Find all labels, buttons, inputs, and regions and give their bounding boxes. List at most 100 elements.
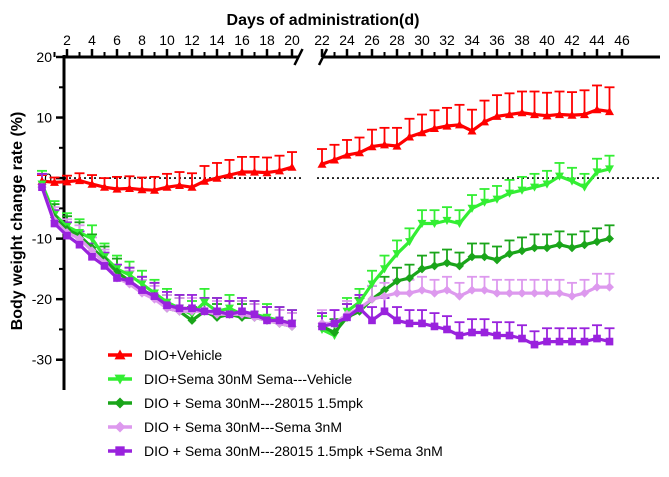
series-5-point <box>530 340 539 349</box>
error-bars-layer <box>37 84 615 345</box>
series-4-point <box>430 288 439 298</box>
series-1-point <box>137 185 147 194</box>
series-1-point <box>555 110 564 119</box>
legend-label: DIO+Sema 30nM Sema---Vehicle <box>144 371 352 387</box>
series-1-point <box>262 168 272 177</box>
series-1-point <box>567 110 577 119</box>
series-5-point <box>100 262 109 270</box>
x-tick-label: 12 <box>184 32 200 48</box>
series-line-3 <box>321 237 610 335</box>
series-1-point <box>517 108 527 117</box>
x-tick-label: 46 <box>614 32 630 48</box>
series-1-point <box>187 182 197 191</box>
series-1-point <box>75 176 84 185</box>
series-1-point <box>417 128 427 137</box>
series-3-point <box>430 261 439 271</box>
series-3-point <box>492 255 502 265</box>
x-axis-title: Days of administration(d) <box>227 12 420 29</box>
legend-label: DIO + Sema 30nM---28015 1.5mpk +Sema 3nM <box>144 443 443 459</box>
series-1-point <box>605 106 614 116</box>
series-5-point <box>38 183 46 191</box>
series-1-point <box>200 176 209 185</box>
series-4-point <box>455 291 464 301</box>
legend-marker <box>114 349 126 360</box>
series-5-point <box>275 316 284 325</box>
x-tick-label: 30 <box>414 32 430 48</box>
series-1-point <box>162 182 172 191</box>
series-4-point <box>530 288 539 298</box>
series-3-point <box>392 276 402 286</box>
series-2-point <box>430 219 439 228</box>
x-tick-label: 44 <box>589 32 605 48</box>
series-3-point <box>517 246 527 256</box>
legend: DIO+Vehicle DIO+Sema 30nM Sema---Vehicle D… <box>108 347 443 459</box>
series-1-point <box>442 121 452 130</box>
series-5-point <box>518 334 526 343</box>
series-1-point <box>492 111 502 120</box>
series-5-point <box>568 337 576 346</box>
x-tick-label: 8 <box>138 32 146 48</box>
y-tick-label: -10 <box>32 231 52 247</box>
series-1-point <box>287 162 297 171</box>
series-3-point <box>417 264 427 274</box>
series-4-point <box>392 288 402 298</box>
series-5-point <box>443 325 451 334</box>
series-2-point <box>467 204 477 213</box>
series-5-point <box>368 316 376 325</box>
x-tick-label: 4 <box>88 32 96 48</box>
series-2-point <box>580 183 589 192</box>
series-3-point <box>187 315 197 325</box>
series-4-point <box>505 288 514 298</box>
series-2-point <box>530 183 539 192</box>
series-1-point <box>250 167 259 176</box>
series-1-point <box>392 141 402 150</box>
series-5-point <box>63 231 71 240</box>
x-tick-label: 42 <box>564 32 580 48</box>
series-4-point <box>567 291 577 301</box>
series-5-point <box>343 313 351 322</box>
series-5-point <box>555 337 564 346</box>
series-4-point <box>605 282 614 292</box>
series-3-point <box>405 273 414 283</box>
series-4-point <box>592 282 602 292</box>
series-4-point <box>442 285 452 295</box>
series-5-point <box>605 337 614 346</box>
series-2-point <box>87 235 97 244</box>
y-tick-label: -20 <box>32 291 52 307</box>
series-1-point <box>330 155 339 164</box>
legend-label: DIO+Vehicle <box>144 347 222 363</box>
series-5-point <box>50 219 59 228</box>
series-3-point <box>555 240 564 250</box>
series-1-point <box>430 123 439 133</box>
series-2-point <box>555 172 564 181</box>
x-axis-break-mark <box>293 48 304 66</box>
series-line-1 <box>321 108 610 166</box>
series-3-point <box>467 252 477 262</box>
series-5-point <box>163 301 171 310</box>
series-5-point <box>263 316 271 325</box>
legend-marker <box>114 397 126 409</box>
y-tick-label: 10 <box>36 110 52 126</box>
series-2-point <box>480 198 489 207</box>
series-3-point <box>330 327 339 337</box>
series-4-point <box>555 288 564 298</box>
series-4-point <box>480 285 489 295</box>
series-5-point <box>418 319 426 328</box>
series-1-point <box>530 110 539 119</box>
x-tick-label: 2 <box>63 32 71 48</box>
series-2-point <box>225 304 234 313</box>
legend-marker <box>114 421 126 433</box>
series-2-point <box>417 219 427 228</box>
x-tick-label: 32 <box>439 32 455 48</box>
series-1-point <box>125 183 134 192</box>
series-5-point <box>88 252 96 261</box>
series-2-point <box>592 168 602 177</box>
series-5-point <box>318 322 326 331</box>
series-1-point <box>237 167 247 176</box>
series-3-point <box>605 234 614 244</box>
x-tick-label: 34 <box>464 32 480 48</box>
series-1-point <box>87 179 97 188</box>
series-3-point <box>592 237 602 247</box>
